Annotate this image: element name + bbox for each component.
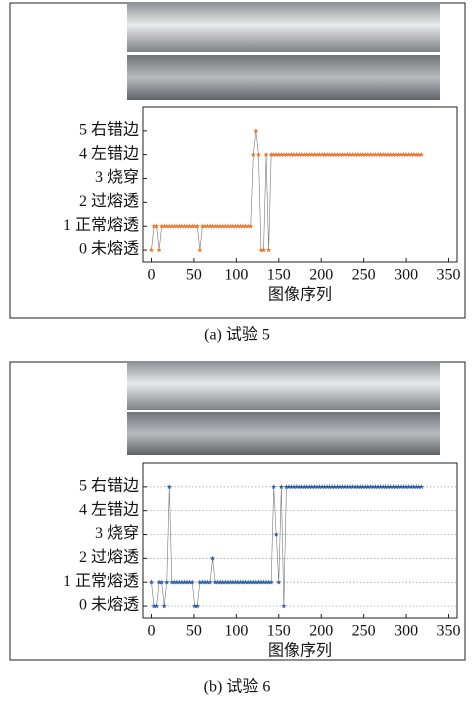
- x-tick-label: 150: [267, 267, 291, 284]
- point-marker: [149, 247, 154, 252]
- weld-photo: [127, 55, 440, 100]
- y-tick-label: 1 正常熔透: [63, 216, 139, 234]
- x-tick-label: 150: [267, 623, 291, 640]
- point-marker: [281, 603, 286, 608]
- x-tick-label: 50: [186, 267, 202, 284]
- y-tick-label: 5 右错边: [79, 121, 139, 139]
- x-tick-label: 250: [352, 267, 376, 284]
- x-tick-label: 350: [437, 623, 461, 640]
- x-tick-label: 50: [186, 623, 202, 640]
- plot-area: [143, 107, 457, 262]
- x-axis-label: 图像序列: [268, 286, 332, 304]
- x-tick-label: 100: [224, 267, 248, 284]
- weld-photo: [127, 412, 440, 455]
- point-marker: [276, 579, 281, 584]
- x-tick-label: 350: [437, 267, 461, 284]
- x-tick-label: 250: [352, 623, 376, 640]
- y-tick-label: 3 烧穿: [95, 168, 139, 186]
- caption: (b) 试验 6: [204, 678, 271, 696]
- x-tick-label: 0: [147, 623, 155, 640]
- point-marker: [156, 247, 161, 252]
- point-marker: [197, 247, 202, 252]
- weld-photo: [127, 3, 440, 52]
- caption: (a) 试验 5: [204, 326, 270, 344]
- point-marker: [162, 603, 167, 608]
- series-line: [151, 131, 421, 250]
- x-tick-label: 200: [309, 623, 333, 640]
- x-axis-label: 图像序列: [268, 642, 332, 660]
- y-tick-label: 2 过熔透: [79, 192, 139, 210]
- x-tick-label: 0: [147, 267, 155, 284]
- y-tick-label: 2 过熔透: [79, 548, 139, 566]
- series-line: [151, 487, 421, 606]
- y-tick-label: 1 正常熔透: [63, 572, 139, 590]
- figure: 0 未熔透 1 正常熔透 2 过熔透 3 烧穿 4 左错边 5 右错边 0 50 100 150 2…: [0, 0, 475, 700]
- y-tick-label: 3 烧穿: [95, 524, 139, 542]
- x-tick-label: 200: [309, 267, 333, 284]
- y-tick-label: 4 左错边: [79, 500, 139, 518]
- x-tick-label: 100: [224, 623, 248, 640]
- y-tick-label: 5 右错边: [79, 477, 139, 495]
- x-tick-label: 300: [394, 623, 418, 640]
- weld-photo: [127, 362, 440, 410]
- y-tick-label: 0 未熔透: [79, 240, 139, 258]
- y-tick-label: 0 未熔透: [79, 596, 139, 614]
- y-tick-label: 4 左错边: [79, 144, 139, 162]
- point-marker: [266, 247, 271, 252]
- x-tick-label: 300: [394, 267, 418, 284]
